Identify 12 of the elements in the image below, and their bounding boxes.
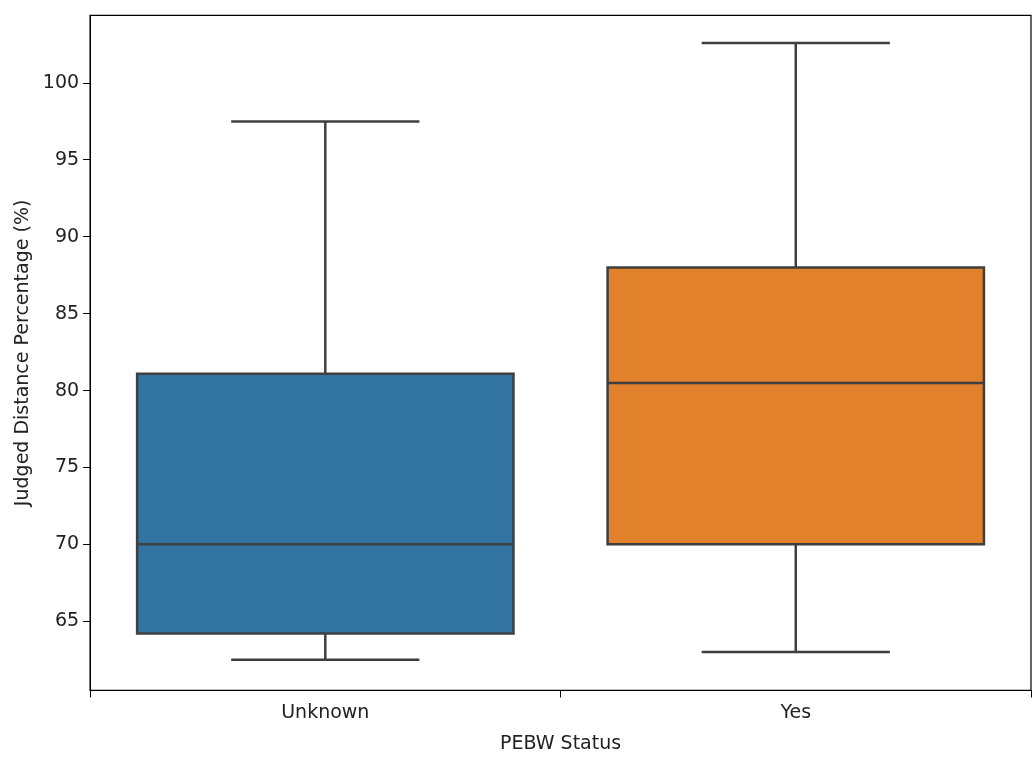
x-tick-label: Unknown: [281, 699, 370, 722]
y-tick-label: 70: [54, 531, 80, 554]
y-tick-label: 85: [54, 300, 80, 323]
y-tick-label: 80: [54, 377, 80, 400]
y-tick-label: 65: [54, 608, 80, 631]
y-tick-label: 75: [54, 454, 80, 477]
y-axis-title: Judged Distance Percentage (%): [10, 199, 33, 508]
x-tick-label: Yes: [779, 699, 812, 722]
x-axis-title: PEBW Status: [499, 730, 622, 753]
y-tick-label: 95: [54, 146, 80, 169]
y-tick-label: 100: [42, 69, 80, 92]
y-tick-label: 90: [54, 223, 80, 246]
